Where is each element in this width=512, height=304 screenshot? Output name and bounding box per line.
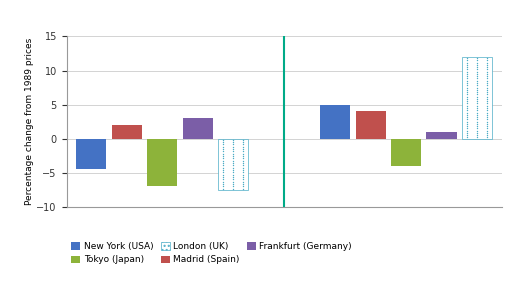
Bar	[112, 125, 142, 139]
Bar	[426, 132, 457, 139]
Bar	[183, 118, 213, 139]
Bar	[218, 139, 248, 190]
Legend: New York (USA), Tokyo (Japan), London (UK), Madrid (Spain), Frankfurt (Germany): New York (USA), Tokyo (Japan), London (U…	[71, 242, 352, 264]
Bar	[76, 139, 106, 169]
Bar	[391, 139, 421, 166]
Bar	[147, 139, 177, 186]
Bar	[355, 111, 386, 139]
Y-axis label: Percentage change from 1989 prices: Percentage change from 1989 prices	[25, 38, 34, 205]
Bar	[320, 105, 350, 139]
Bar	[462, 57, 492, 139]
